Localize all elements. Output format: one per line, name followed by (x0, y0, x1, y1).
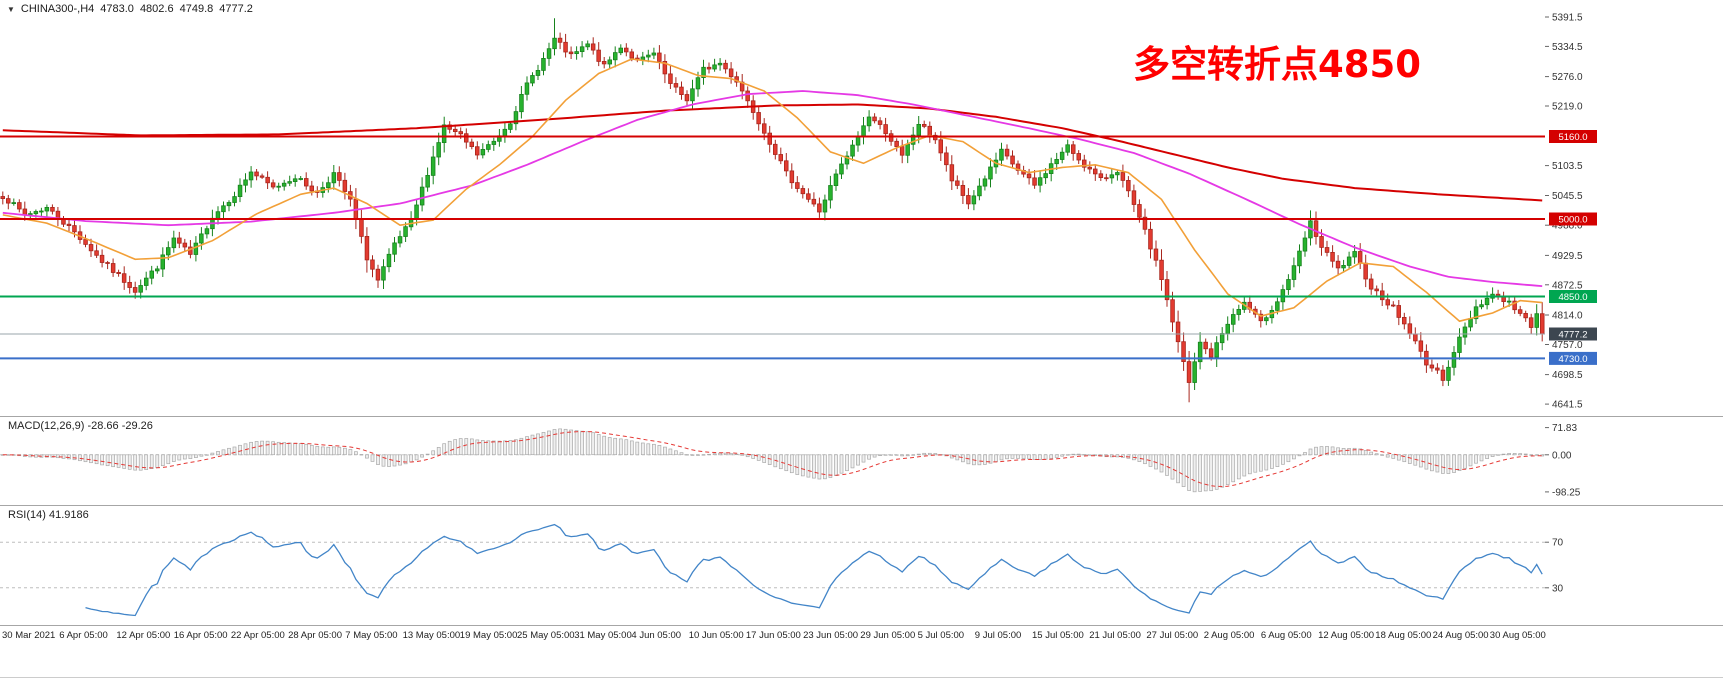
svg-text:6 Aug 05:00: 6 Aug 05:00 (1261, 630, 1312, 641)
svg-text:4988.0: 4988.0 (1552, 221, 1583, 232)
svg-text:5160.0: 5160.0 (1558, 132, 1587, 143)
time-axis[interactable]: 30 Mar 2021 6 Apr 05:00 12 Apr 05:00 16 Apr… (2, 630, 1546, 641)
macd-axis: 71.83 0.00 -98.25 (1545, 423, 1581, 498)
ma-mid-magenta[interactable] (2, 90, 1543, 287)
svg-text:5219.0: 5219.0 (1552, 102, 1583, 113)
svg-text:4641.5: 4641.5 (1552, 400, 1583, 411)
svg-text:19 May 05:00: 19 May 05:00 (460, 630, 518, 641)
svg-text:22 Apr 05:00: 22 Apr 05:00 (231, 630, 285, 641)
macd-panel (0, 428, 1545, 493)
svg-text:71.83: 71.83 (1552, 423, 1577, 434)
svg-text:4814.0: 4814.0 (1552, 311, 1583, 322)
svg-text:5 Jul 05:00: 5 Jul 05:00 (918, 630, 964, 641)
svg-text:13 May 05:00: 13 May 05:00 (403, 630, 461, 641)
svg-text:7 May 05:00: 7 May 05:00 (345, 630, 397, 641)
bar-open-value: 4783.0 (100, 3, 134, 15)
svg-text:27 Jul 05:00: 27 Jul 05:00 (1146, 630, 1198, 641)
symbol-dropdown-icon[interactable]: ▼ (7, 4, 15, 14)
rsi-line (85, 523, 1543, 617)
bar-low-value: 4749.8 (179, 3, 214, 15)
svg-text:29 Jun 05:00: 29 Jun 05:00 (860, 630, 915, 641)
svg-text:17 Jun 05:00: 17 Jun 05:00 (746, 630, 801, 641)
svg-text:4698.5: 4698.5 (1552, 370, 1583, 381)
svg-text:9 Jul 05:00: 9 Jul 05:00 (975, 630, 1021, 641)
svg-text:70: 70 (1552, 538, 1564, 549)
macd-label: MACD(12,26,9) -28.66 -29.26 (8, 420, 153, 432)
macd-signal-line (2, 431, 1543, 488)
svg-text:12 Aug 05:00: 12 Aug 05:00 (1318, 630, 1374, 641)
svg-text:21 Jul 05:00: 21 Jul 05:00 (1089, 630, 1141, 641)
svg-text:30: 30 (1552, 583, 1564, 594)
svg-text:0.00: 0.00 (1552, 450, 1572, 461)
svg-text:23 Jun 05:00: 23 Jun 05:00 (803, 630, 858, 641)
svg-text:30 Aug 05:00: 30 Aug 05:00 (1490, 630, 1546, 641)
svg-text:16 Apr 05:00: 16 Apr 05:00 (174, 630, 228, 641)
chart-annotation[interactable]: 多空转折点4850 (1133, 43, 1421, 86)
svg-text:5391.5: 5391.5 (1552, 13, 1583, 24)
svg-text:25 May 05:00: 25 May 05:00 (517, 630, 575, 641)
svg-text:4872.5: 4872.5 (1552, 280, 1583, 291)
svg-text:5276.0: 5276.0 (1552, 72, 1583, 83)
svg-text:4850.0: 4850.0 (1558, 292, 1587, 303)
svg-text:5000.0: 5000.0 (1558, 215, 1587, 226)
svg-text:4777.2: 4777.2 (1558, 330, 1587, 341)
svg-text:31 May 05:00: 31 May 05:00 (574, 630, 632, 641)
svg-text:6 Apr 05:00: 6 Apr 05:00 (59, 630, 108, 641)
svg-text:-98.25: -98.25 (1552, 487, 1581, 498)
svg-text:15 Jul 05:00: 15 Jul 05:00 (1032, 630, 1084, 641)
ma-slow-red[interactable] (2, 103, 1543, 202)
svg-text:24 Aug 05:00: 24 Aug 05:00 (1433, 630, 1489, 641)
price-label-boxes: 5160.0 5000.0 4850.0 4730.0 4777.2 (1549, 130, 1597, 365)
rsi-panel: 70 30 (0, 523, 1564, 617)
svg-text:4 Jun 05:00: 4 Jun 05:00 (631, 630, 681, 641)
svg-text:4730.0: 4730.0 (1558, 354, 1587, 365)
svg-text:28 Apr 05:00: 28 Apr 05:00 (288, 630, 342, 641)
bar-close-value: 4777.2 (219, 3, 253, 15)
svg-text:5045.5: 5045.5 (1552, 191, 1583, 202)
ma-fast-orange[interactable] (2, 58, 1543, 323)
svg-text:4929.5: 4929.5 (1552, 251, 1583, 262)
svg-text:18 Aug 05:00: 18 Aug 05:00 (1375, 630, 1431, 641)
svg-text:2 Aug 05:00: 2 Aug 05:00 (1204, 630, 1255, 641)
symbol-name: CHINA300-,H4 (20, 3, 95, 15)
svg-text:5334.5: 5334.5 (1552, 42, 1583, 53)
svg-text:12 Apr 05:00: 12 Apr 05:00 (116, 630, 170, 641)
price-axis[interactable]: 5391.5 5334.5 5276.0 5219.0 5103.5 5045.5 4988… (1545, 13, 1583, 411)
rsi-label: RSI(14) 41.9186 (8, 509, 89, 521)
svg-text:10 Jun 05:00: 10 Jun 05:00 (689, 630, 744, 641)
symbol-info: ▼ CHINA300-,H4 4783.0 4802.6 4749.8 4777… (7, 3, 253, 15)
svg-text:5103.5: 5103.5 (1552, 161, 1583, 172)
svg-text:4757.0: 4757.0 (1552, 340, 1583, 351)
svg-text:30 Mar 2021: 30 Mar 2021 (2, 630, 55, 641)
bar-high-value: 4802.6 (139, 3, 174, 15)
